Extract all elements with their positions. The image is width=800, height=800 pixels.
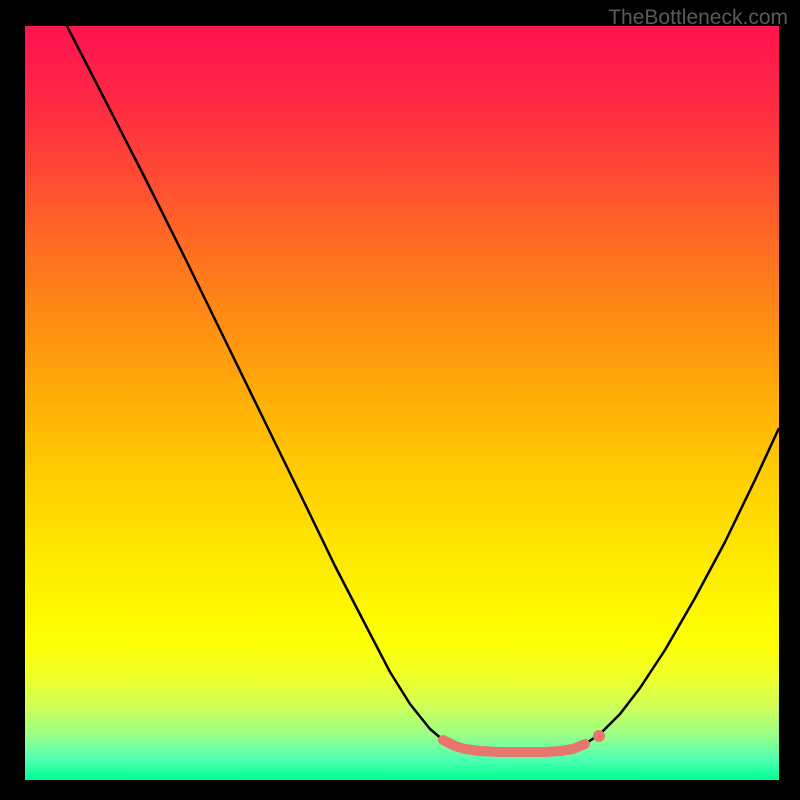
curve-line xyxy=(67,26,779,752)
bottleneck-curve xyxy=(25,26,779,780)
attribution-text: TheBottleneck.com xyxy=(608,6,788,30)
plot-area xyxy=(25,26,779,780)
highlight-segment xyxy=(443,740,585,752)
highlight-end-dot xyxy=(593,730,605,742)
